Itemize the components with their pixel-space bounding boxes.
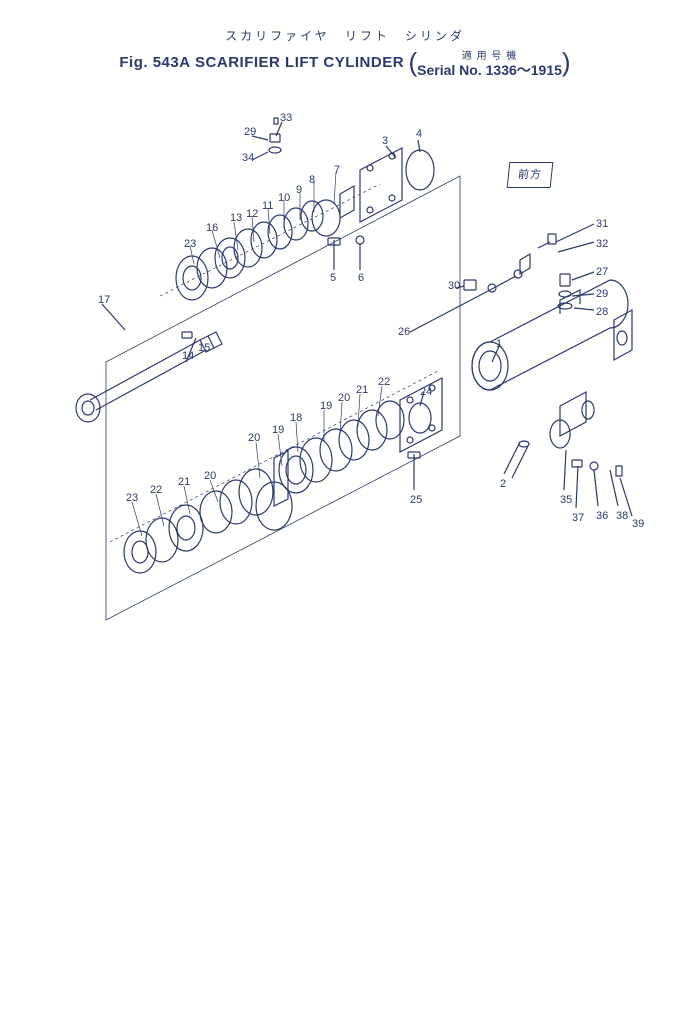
callout-20: 20 [248, 432, 260, 444]
direction-label: 前方 [517, 169, 542, 181]
part-bolt-5-6 [328, 236, 364, 270]
callout-11: 11 [262, 200, 273, 212]
callout-24: 24 [420, 386, 432, 398]
callout-19: 19 [272, 424, 284, 436]
callout-29: 29 [596, 288, 608, 300]
part-cylinder-head [360, 140, 434, 222]
callout-9: 9 [296, 184, 302, 196]
callout-28: 28 [596, 306, 608, 318]
callout-16: 16 [206, 222, 218, 234]
callout-39: 39 [632, 518, 644, 530]
callout-22: 22 [150, 484, 162, 496]
callout-32: 32 [596, 238, 608, 250]
part-bolt-25 [408, 452, 420, 490]
callout-23: 23 [126, 492, 138, 504]
callout-22: 22 [378, 376, 390, 388]
callout-33: 33 [280, 112, 292, 124]
callout-29: 29 [244, 126, 256, 138]
title-english: SCARIFIER LIFT CYLINDER [195, 54, 404, 71]
part-tube [410, 270, 522, 332]
part-bleeder-top [252, 118, 282, 160]
callout-38: 38 [616, 510, 628, 522]
part-piston-rod [76, 304, 222, 422]
callout-19: 19 [320, 400, 332, 412]
callout-25: 25 [410, 494, 422, 506]
callout-34: 34 [242, 152, 254, 164]
callout-20: 20 [338, 392, 350, 404]
callout-35: 35 [560, 494, 572, 506]
callout-37: 37 [572, 512, 584, 524]
callout-10: 10 [278, 192, 290, 204]
exploded-diagram: 前方 3329343487910111213162356171415313227… [20, 110, 670, 670]
callout-6: 6 [358, 272, 364, 284]
serial-english: Serial No. 1336～1915 [417, 62, 562, 78]
callout-21: 21 [356, 384, 368, 396]
callout-14: 14 [182, 350, 194, 362]
callout-15: 15 [198, 342, 210, 354]
paren-close: ) [562, 47, 571, 77]
callout-13: 13 [230, 212, 242, 224]
title-japanese: スカリファイヤ リフト シリンダ [0, 30, 690, 43]
callout-17: 17 [98, 294, 110, 306]
figure-id: Fig. 543A [119, 54, 190, 71]
callout-21: 21 [178, 476, 190, 488]
callout-2: 2 [500, 478, 506, 490]
title-line: Fig. 543A SCARIFIER LIFT CYLINDER ( 適 用 … [0, 44, 690, 79]
callout-18: 18 [290, 412, 302, 424]
callout-26: 26 [398, 326, 410, 338]
paren-open: ( [408, 47, 417, 77]
figure-title-block: スカリファイヤ リフト シリンダ Fig. 543A SCARIFIER LIF… [0, 30, 690, 79]
callout-7: 7 [334, 164, 340, 176]
callout-5: 5 [330, 272, 336, 284]
callout-4: 4 [416, 128, 422, 140]
callout-8: 8 [309, 174, 315, 186]
callout-1: 1 [496, 338, 502, 350]
callout-23: 23 [184, 238, 196, 250]
callout-3: 3 [382, 135, 388, 147]
callout-12: 12 [246, 208, 258, 220]
callout-20: 20 [204, 470, 216, 482]
callout-31: 31 [596, 218, 608, 230]
serial-japanese: 適 用 号 機 [462, 51, 517, 62]
part-pin-2 [504, 441, 529, 478]
diagram-svg [20, 110, 670, 670]
callout-30: 30 [448, 280, 460, 292]
callout-27: 27 [596, 266, 608, 278]
direction-indicator: 前方 [507, 162, 554, 188]
callout-36: 36 [596, 510, 608, 522]
